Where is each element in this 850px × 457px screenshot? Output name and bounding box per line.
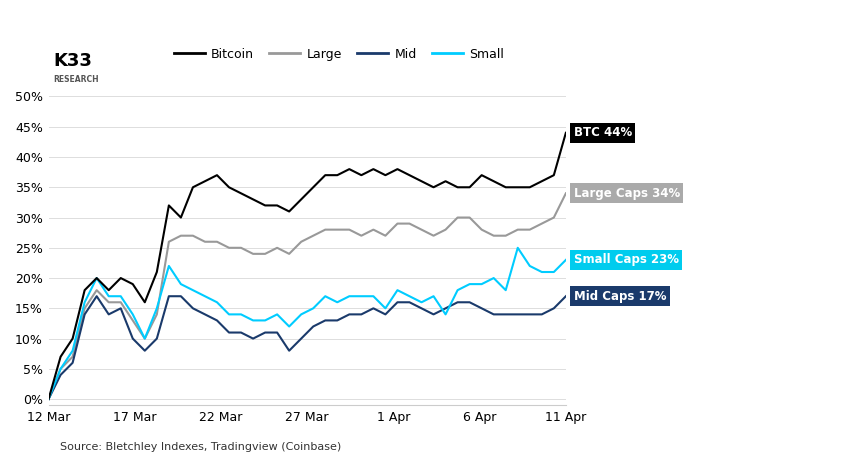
Text: BTC 44%: BTC 44%	[574, 126, 632, 139]
Text: RESEARCH: RESEARCH	[54, 75, 99, 84]
Legend: Bitcoin, Large, Mid, Small: Bitcoin, Large, Mid, Small	[168, 43, 509, 65]
Text: Small Caps 23%: Small Caps 23%	[574, 253, 678, 266]
Text: Large Caps 34%: Large Caps 34%	[574, 187, 680, 200]
Text: K33: K33	[54, 52, 93, 70]
Text: Mid Caps 17%: Mid Caps 17%	[574, 290, 666, 303]
Text: Source: Bletchley Indexes, Tradingview (Coinbase): Source: Bletchley Indexes, Tradingview (…	[60, 442, 341, 452]
